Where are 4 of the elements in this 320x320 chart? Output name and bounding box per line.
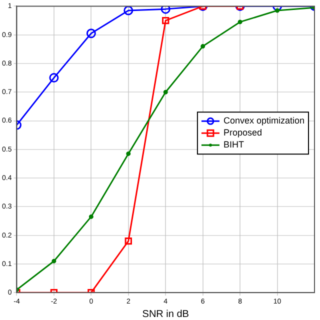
legend-label: Proposed xyxy=(223,128,262,138)
legend-label: BIHT xyxy=(223,140,244,150)
legend-label: Convex optimization xyxy=(223,116,305,126)
x-axis-title: SNR in dB xyxy=(142,308,190,320)
